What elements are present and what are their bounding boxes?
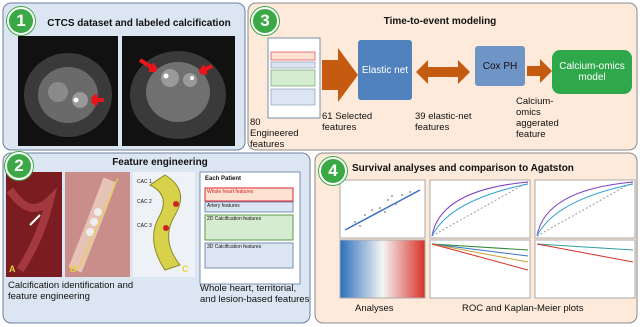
caption: Analyses xyxy=(355,303,394,314)
heatmap xyxy=(339,239,426,299)
arrow xyxy=(527,59,552,83)
card-title: Each Patient xyxy=(205,176,242,182)
lesion-label: CAC 1 xyxy=(137,179,152,185)
patient-card-thumbnail xyxy=(267,37,321,119)
3d-model-image xyxy=(133,172,195,277)
card-row: Artery features xyxy=(207,203,240,209)
image-label: A xyxy=(9,264,16,274)
card-row: 3D Calcification features xyxy=(207,244,262,250)
kaplan-meier-plot xyxy=(534,239,636,299)
roc-plot xyxy=(429,179,531,239)
ct-image xyxy=(122,36,235,146)
scatter-plot xyxy=(339,179,426,239)
patient-card xyxy=(199,171,301,285)
panel-title: Survival analyses and comparison to Agat… xyxy=(352,163,574,174)
caption: Whole heart, territorial, and lesion-bas… xyxy=(200,283,310,305)
panel-number: 3 xyxy=(251,7,279,35)
lesion-label: CAC 3 xyxy=(137,223,152,229)
lesion-label: CAC 2 xyxy=(137,199,152,205)
panel-number: 4 xyxy=(319,157,347,185)
method-box: Elastic net xyxy=(358,40,412,100)
kaplan-meier-plot xyxy=(429,239,531,299)
heart-image xyxy=(6,172,62,277)
panel-title: Feature engineering xyxy=(112,157,208,168)
vessel-image xyxy=(65,172,130,277)
panel-number: 2 xyxy=(5,152,33,180)
image-label: B xyxy=(70,264,77,274)
caption: ROC and Kaplan-Meier plots xyxy=(462,303,584,314)
feature-label: 80 Engineered features xyxy=(250,117,299,150)
card-row: 2D Calcification features xyxy=(207,216,262,222)
feature-label: Calcium-omics aggerated feature xyxy=(516,96,559,140)
panel-number: 1 xyxy=(7,7,35,35)
feature-label: 39 elastic-net features xyxy=(415,111,472,133)
caption: Calcification identification and feature… xyxy=(8,280,134,302)
panel-title: Time-to-event modeling xyxy=(383,16,497,27)
arrow xyxy=(322,48,358,102)
ct-image xyxy=(18,36,118,146)
card-row: Whole heart features xyxy=(207,189,254,195)
method-box: Calcium-omics model xyxy=(552,50,632,94)
method-box: Cox PH xyxy=(475,46,525,86)
double-arrow xyxy=(416,60,470,84)
panel-title: CTCS dataset and labeled calcification xyxy=(47,18,231,29)
feature-label: 61 Selected features xyxy=(322,111,373,133)
roc-plot xyxy=(534,179,636,239)
image-label: C xyxy=(182,264,189,274)
